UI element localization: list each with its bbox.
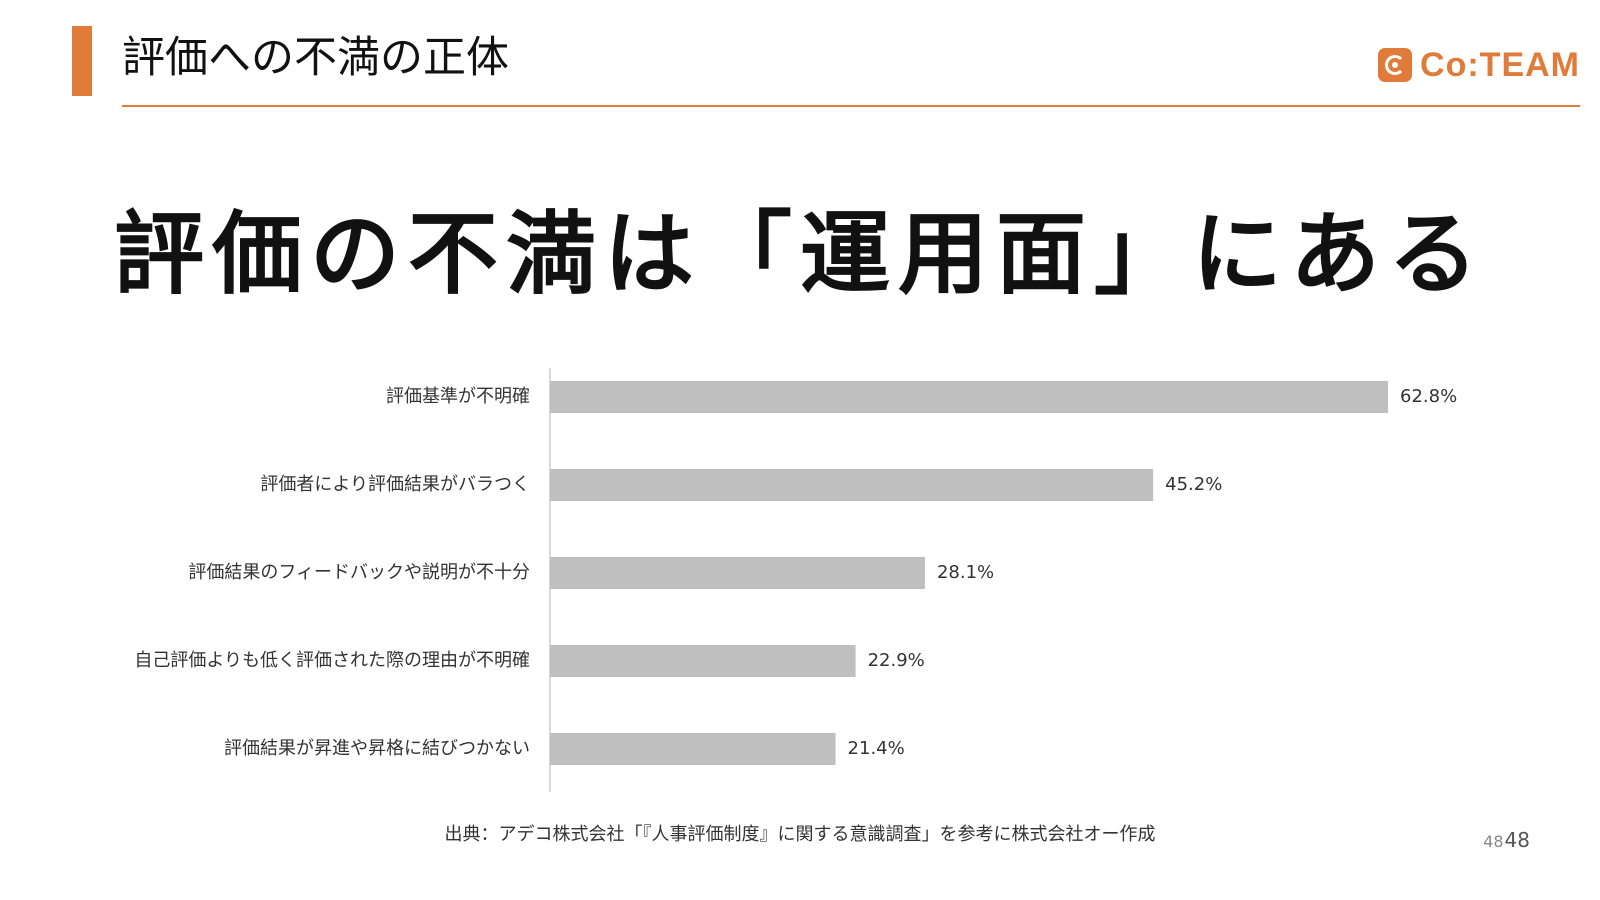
value-label: 62.8% xyxy=(1400,386,1457,407)
page-number-main: 48 xyxy=(1504,828,1530,852)
category-label: 評価基準が不明確 xyxy=(386,386,530,407)
brand-logo: Co:TEAM xyxy=(1378,46,1580,84)
main-heading: 評価の不満は「運用面」にある xyxy=(114,202,1486,307)
bar xyxy=(550,645,856,677)
category-label: 自己評価よりも低く評価された際の理由が不明確 xyxy=(134,650,530,671)
value-label: 28.1% xyxy=(937,562,994,583)
value-label: 21.4% xyxy=(848,738,905,759)
logo-icon xyxy=(1378,48,1413,82)
category-label: 評価結果が昇進や昇格に結びつかない xyxy=(224,738,530,759)
page-number: 4848 xyxy=(1483,828,1530,852)
source-citation: 出典：アデコ株式会社「『人事評価制度』に関する意識調査」を参考に株式会社オー作成 xyxy=(444,824,1156,845)
page-number-small: 48 xyxy=(1483,832,1504,851)
category-label: 評価者により評価結果がバラつく xyxy=(260,474,530,495)
bar xyxy=(550,381,1388,413)
logo-text: Co:TEAM xyxy=(1420,46,1580,84)
value-label: 22.9% xyxy=(868,650,925,671)
header-accent-bar xyxy=(72,26,92,96)
bar xyxy=(550,557,925,589)
bar xyxy=(550,469,1154,501)
bar xyxy=(550,733,836,765)
category-label: 評価結果のフィードバックや説明が不十分 xyxy=(188,562,530,583)
bar-chart: 評価基準が不明確 62.8% 評価者により評価結果がバラつく 45.2% 評価結果のフィ… xyxy=(134,368,1457,792)
value-label: 45.2% xyxy=(1165,474,1222,495)
slide-title: 評価への不満の正体 xyxy=(122,33,509,83)
header-divider xyxy=(122,105,1580,107)
